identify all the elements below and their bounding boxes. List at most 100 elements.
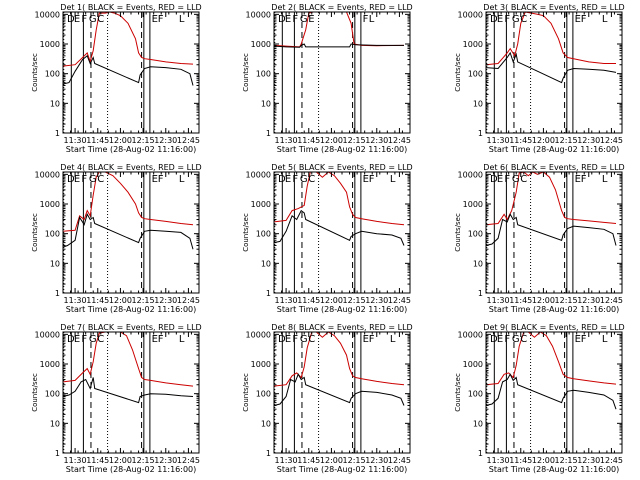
x-axis-label: Start Time (28-Aug-02 11:16:00) — [277, 145, 408, 154]
event-marker-label: E — [363, 174, 369, 185]
y-tick-label: 10000 — [458, 170, 483, 179]
x-tick-label: 11:30 — [487, 136, 510, 145]
x-tick-label: 12:30 — [154, 456, 177, 465]
y-tick-label: 10 — [261, 419, 271, 428]
x-tick-label: 12:45 — [177, 136, 200, 145]
event-marker-label: C — [308, 334, 315, 345]
x-tick-label: 12:45 — [388, 296, 411, 305]
y-tick-label: 100 — [256, 230, 271, 239]
x-tick-label: 11:30 — [487, 296, 510, 305]
event-marker-label: E — [497, 334, 503, 345]
events-series-line — [273, 209, 405, 246]
events-series-line — [485, 51, 617, 84]
x-tick-label: 12:15 — [343, 296, 366, 305]
event-marker-label: L — [179, 14, 185, 25]
event-marker-label: G — [300, 334, 308, 345]
y-tick-label: 1 — [478, 129, 483, 138]
y-tick-label: 1000 — [40, 360, 60, 369]
y-tick-label: 100 — [256, 70, 271, 79]
y-tick-label: 1000 — [40, 200, 60, 209]
x-tick-label: 11:45 — [509, 136, 532, 145]
events-series-line — [485, 213, 617, 246]
events-series-line — [273, 373, 405, 406]
event-marker-label: F — [581, 334, 587, 345]
y-axis-label: Counts/sec — [242, 53, 250, 92]
event-marker-label: C — [520, 174, 527, 185]
lld-series-line — [485, 331, 617, 386]
x-tick-label: 11:45 — [509, 456, 532, 465]
y-tick-label: 1000 — [463, 40, 483, 49]
y-tick-label: 10000 — [35, 10, 60, 19]
x-tick-label: 12:00 — [532, 136, 555, 145]
x-tick-label: 12:30 — [154, 136, 177, 145]
y-tick-label: 10 — [473, 99, 483, 108]
x-tick-label: 12:15 — [555, 136, 578, 145]
y-tick-label: 10 — [473, 419, 483, 428]
event-marker-label: E — [74, 334, 80, 345]
event-marker-label: F — [292, 334, 298, 345]
event-marker-label: F — [581, 174, 587, 185]
x-tick-label: 12:15 — [343, 136, 366, 145]
y-tick-label: 1 — [266, 289, 271, 298]
event-marker-label: D — [278, 14, 286, 25]
x-tick-label: 12:00 — [532, 456, 555, 465]
event-marker-label: L — [390, 334, 396, 345]
event-marker-label: L — [602, 14, 608, 25]
panel-title: Det 4( BLACK = Events, RED = LLD — [60, 163, 201, 172]
event-marker-label: L — [602, 174, 608, 185]
y-axis-label: Counts/sec — [454, 53, 462, 92]
event-marker-label: E — [285, 334, 291, 345]
event-marker-label: E — [575, 174, 581, 185]
x-tick-label: 12:00 — [109, 296, 132, 305]
y-tick-label: 1 — [478, 449, 483, 458]
x-tick-label: 12:30 — [577, 456, 600, 465]
event-marker-label: D — [67, 174, 75, 185]
x-axis-label: Start Time (28-Aug-02 11:16:00) — [489, 465, 620, 474]
x-tick-label: 11:45 — [86, 296, 109, 305]
x-tick-label: 11:30 — [275, 456, 298, 465]
event-marker-label: D — [278, 334, 286, 345]
x-tick-label: 12:00 — [320, 296, 343, 305]
y-tick-label: 10 — [473, 259, 483, 268]
panel-title: Det 6( BLACK = Events, RED = LLD — [483, 163, 624, 172]
x-tick-label: 11:45 — [509, 296, 532, 305]
x-tick-label: 11:30 — [64, 136, 87, 145]
event-marker-label: L — [602, 334, 608, 345]
x-axis-label: Start Time (28-Aug-02 11:16:00) — [489, 305, 620, 314]
event-marker-label: G — [89, 14, 97, 25]
panel-title: Det 2( BLACK = Events, RED = LLD — [271, 3, 412, 12]
y-tick-label: 1000 — [251, 360, 271, 369]
y-tick-label: 10 — [261, 99, 271, 108]
event-marker-label: F — [581, 14, 587, 25]
x-tick-label: 11:45 — [297, 296, 320, 305]
event-marker-label: F — [158, 334, 164, 345]
event-marker-label: L — [179, 334, 185, 345]
x-tick-label: 12:30 — [365, 456, 388, 465]
y-tick-label: 10000 — [35, 330, 60, 339]
x-tick-label: 12:45 — [177, 296, 200, 305]
y-tick-label: 10000 — [35, 170, 60, 179]
x-tick-label: 12:30 — [577, 136, 600, 145]
event-marker-label: D — [278, 174, 286, 185]
event-marker-label: F — [363, 14, 369, 25]
x-tick-label: 12:45 — [388, 136, 411, 145]
event-marker-label: E — [152, 174, 158, 185]
x-tick-label: 11:30 — [64, 296, 87, 305]
panel-title: Det 8( BLACK = Events, RED = LLD — [271, 323, 412, 332]
y-tick-label: 100 — [468, 390, 483, 399]
event-marker-label: C — [520, 334, 527, 345]
y-tick-label: 10 — [50, 259, 60, 268]
y-tick-label: 1 — [266, 129, 271, 138]
x-axis-label: Start Time (28-Aug-02 11:16:00) — [66, 305, 197, 314]
event-marker-label: D — [490, 14, 498, 25]
y-axis-label: Counts/sec — [31, 213, 39, 252]
event-marker-label: F — [369, 174, 375, 185]
y-axis-label: Counts/sec — [31, 53, 39, 92]
event-marker-label: E — [152, 334, 158, 345]
event-marker-label: F — [158, 14, 164, 25]
event-marker-label: F — [158, 174, 164, 185]
